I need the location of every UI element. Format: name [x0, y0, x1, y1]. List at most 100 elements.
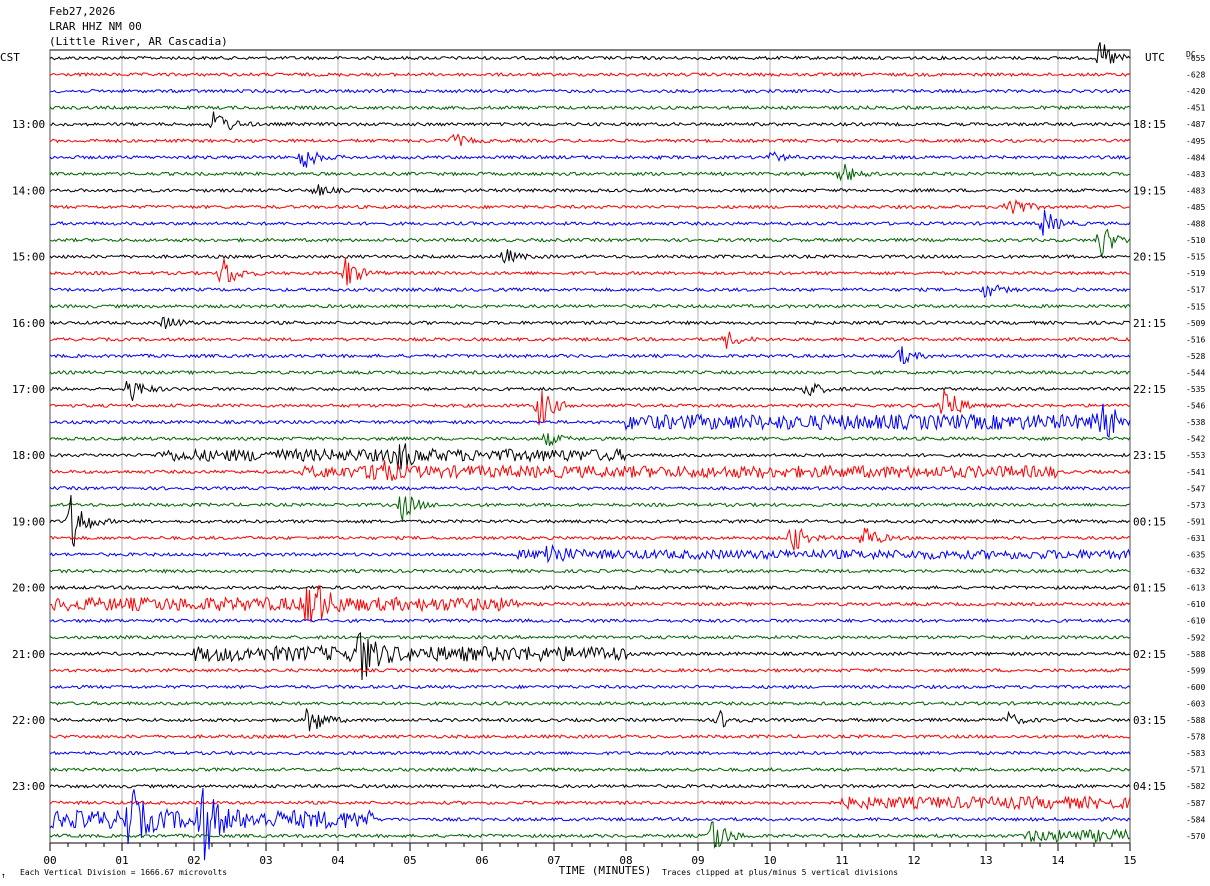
seismic-trace — [49, 821, 1131, 850]
dc-offset-label: -510 — [1186, 236, 1205, 245]
dc-offset-label: -578 — [1186, 733, 1205, 742]
dc-offset-label: -546 — [1186, 402, 1205, 411]
dc-offset-label: -485 — [1186, 203, 1205, 212]
dc-offset-label: -519 — [1186, 269, 1205, 278]
dc-offset-label: -541 — [1186, 468, 1205, 477]
left-timezone-label: CST — [0, 51, 20, 64]
dc-offset-label: -484 — [1186, 153, 1205, 162]
hour-label-right: 23:15 — [1133, 449, 1166, 462]
hour-label-right: 22:15 — [1133, 383, 1166, 396]
dc-offset-label: -547 — [1186, 484, 1205, 493]
seismic-trace — [49, 667, 1131, 673]
hour-label-right: 20:15 — [1133, 251, 1166, 264]
dc-offset-label: -487 — [1186, 120, 1205, 129]
hour-label-left: 20:00 — [12, 582, 45, 595]
dc-offset-label: -588 — [1186, 716, 1205, 725]
seismic-trace — [49, 585, 1131, 623]
seismic-trace — [49, 634, 1131, 640]
hour-label-left: 17:00 — [12, 383, 45, 396]
dc-offset-label: -628 — [1186, 71, 1205, 80]
hour-label-left: 19:00 — [12, 515, 45, 528]
dc-offset-label: -587 — [1186, 799, 1205, 808]
hour-labels-right: 18:15 19:15 20:15 21:15 22:15 23:15 00:15 01:15… — [1133, 118, 1166, 793]
clip-note: Traces clipped at plus/minus 5 vertical … — [662, 868, 898, 877]
seismic-trace — [49, 788, 1131, 861]
dc-offset-label: -509 — [1186, 319, 1205, 328]
dc-offset-label: -495 — [1186, 137, 1205, 146]
seismic-trace — [49, 733, 1131, 740]
dc-offset-label: -517 — [1186, 286, 1205, 295]
seismic-trace — [49, 443, 1131, 470]
header-location: (Little River, AR Cascadia) — [49, 35, 228, 48]
seismic-trace — [49, 198, 1131, 214]
corner-mark: ↑ — [1, 871, 6, 880]
hour-label-left: 23:00 — [12, 780, 45, 793]
dc-offset-labels: -655 -628 -420 -451 -487 -495 -484 -483 -483 -485… — [1186, 54, 1205, 841]
seismic-trace — [49, 369, 1131, 376]
hour-label-right: 21:15 — [1133, 317, 1166, 330]
dc-offset-label: -591 — [1186, 517, 1205, 526]
dc-offset-label: -655 — [1186, 54, 1205, 63]
x-tick-label: 07 — [547, 854, 560, 867]
dc-offset-label: -451 — [1186, 104, 1205, 113]
seismic-trace — [49, 708, 1131, 732]
x-tick-label: 12 — [907, 854, 920, 867]
seismic-trace — [49, 380, 1131, 401]
seismic-trace — [49, 543, 1131, 564]
dc-offset-label: -610 — [1186, 600, 1205, 609]
hour-label-left: 18:00 — [12, 449, 45, 462]
seismic-trace — [49, 767, 1131, 773]
dc-offset-label: -599 — [1186, 666, 1205, 675]
dc-offset-label: -488 — [1186, 220, 1205, 229]
hour-label-left: 14:00 — [12, 184, 45, 197]
seismic-trace — [49, 346, 1131, 365]
dc-offset-label: -613 — [1186, 584, 1205, 593]
seismic-trace — [49, 495, 1131, 547]
seismic-trace — [49, 133, 1131, 146]
x-tick-label: 05 — [403, 854, 416, 867]
x-tick-label: 03 — [259, 854, 272, 867]
dc-offset-label: -553 — [1186, 451, 1205, 460]
x-tick-label: 01 — [115, 854, 128, 867]
x-tick-label: 15 — [1123, 854, 1136, 867]
dc-offset-label: -542 — [1186, 435, 1205, 444]
seismic-trace — [49, 460, 1131, 481]
hour-label-right: 03:15 — [1133, 714, 1166, 727]
seismic-trace — [49, 151, 1131, 168]
dc-offset-label: -632 — [1186, 567, 1205, 576]
dc-offset-label: -544 — [1186, 368, 1205, 377]
x-tick-label: 09 — [691, 854, 704, 867]
x-tick-label: 00 — [43, 854, 56, 867]
seismic-trace — [49, 585, 1130, 591]
hour-labels-left: 13:00 14:00 15:00 16:00 17:00 18:00 19:00 20:00… — [12, 118, 45, 793]
x-tick-label: 14 — [1051, 854, 1065, 867]
dc-offset-label: -631 — [1186, 534, 1205, 543]
seismic-trace — [49, 403, 1131, 439]
hour-label-left: 16:00 — [12, 317, 45, 330]
seismic-trace — [49, 72, 1131, 78]
hour-label-left: 22:00 — [12, 714, 45, 727]
dc-offset-label: -528 — [1186, 352, 1205, 361]
hour-label-right: 02:15 — [1133, 648, 1166, 661]
seismic-trace — [49, 257, 1131, 286]
dc-offset-label: -573 — [1186, 501, 1205, 510]
seismic-trace — [49, 432, 1131, 446]
x-tick-label: 13 — [979, 854, 992, 867]
x-tick-label: 10 — [763, 854, 776, 867]
trace-group — [49, 42, 1131, 861]
seismic-trace — [49, 331, 1131, 349]
seismic-trace — [49, 485, 1131, 491]
seismic-trace — [49, 303, 1131, 309]
seismic-trace — [49, 209, 1131, 236]
dc-offset-label: -535 — [1186, 385, 1205, 394]
dc-offset-label: -420 — [1186, 87, 1205, 96]
x-tick-label: 02 — [187, 854, 200, 867]
dc-offset-label: -571 — [1186, 766, 1205, 775]
dc-offset-label: -592 — [1186, 633, 1205, 642]
hour-label-left: 21:00 — [12, 648, 45, 661]
dc-header-label: DC — [1186, 50, 1196, 59]
dc-offset-label: -516 — [1186, 335, 1205, 344]
hour-label-left: 15:00 — [12, 251, 45, 264]
seismic-trace — [49, 632, 1131, 681]
